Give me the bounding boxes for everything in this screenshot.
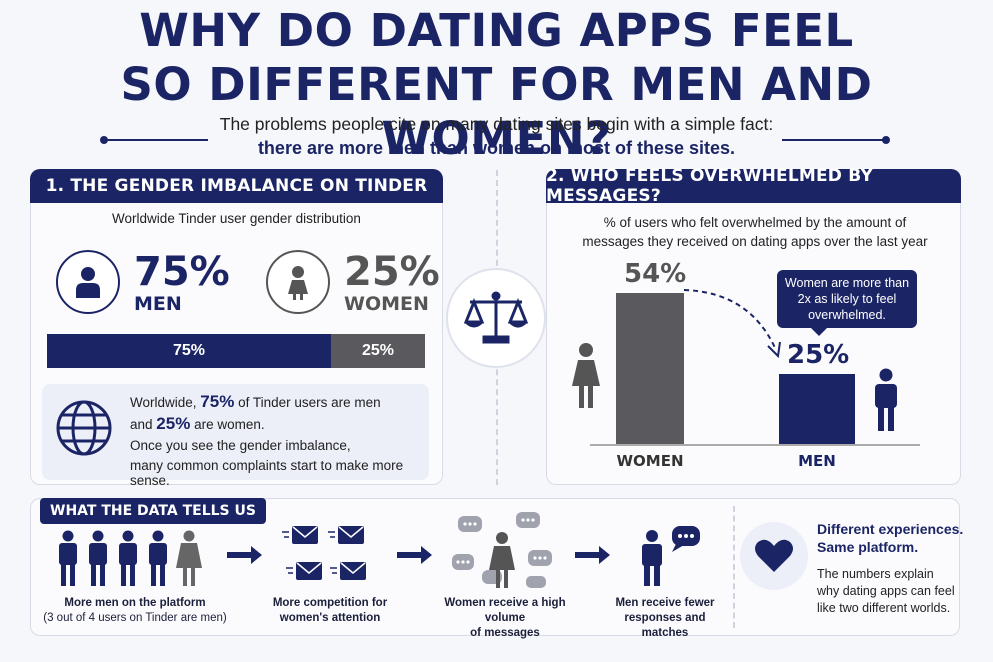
subtitle-line-1: The problems people cite on many dating …	[219, 114, 774, 134]
dashed-arrow-icon	[683, 289, 781, 359]
balance-scale-icon	[446, 268, 546, 368]
page-title-line-2: SO DIFFERENT FOR MEN AND WOMEN?	[120, 58, 873, 165]
gender-share-bar: 75% 25%	[47, 334, 425, 368]
section-3-header: WHAT THE DATA TELLS US	[40, 498, 266, 524]
man-figure-icon	[871, 368, 901, 437]
women-label: WOMEN	[344, 293, 429, 315]
men-axis-label: MEN	[798, 452, 836, 470]
men-share-segment: 75%	[47, 334, 331, 368]
woman-figure-icon	[570, 342, 602, 415]
women-percent: 25%	[344, 249, 440, 295]
man-icon	[56, 250, 120, 314]
man-message-icon	[642, 526, 700, 586]
info-line-3: Once you see the gender imbalance,	[130, 438, 351, 453]
conclusion-text: The numbers explain why dating apps can …	[817, 567, 955, 615]
step-2-caption: More competition for women's attention	[272, 597, 388, 624]
heart-icon	[740, 522, 808, 590]
info-line-2: and 25% are women.	[130, 414, 265, 433]
panel-3-divider	[733, 506, 735, 628]
chart-baseline	[590, 444, 920, 446]
arrow-right-icon	[227, 546, 262, 564]
envelopes-icon	[282, 526, 366, 580]
men-label: MEN	[134, 293, 182, 315]
decorative-divider-left	[100, 136, 208, 144]
chart-caption: % of users who felt overwhelmed by the a…	[582, 215, 928, 249]
page-title-line-1: WHY DO DATING APPS FEEL	[139, 4, 854, 57]
men-percent: 75%	[134, 249, 230, 295]
section-2-header: 2. WHO FEELS OVERWHELMED BY MESSAGES?	[546, 166, 961, 206]
info-line-1: Worldwide, 75% of Tinder users are men	[130, 392, 381, 411]
men-overwhelmed-bar	[779, 374, 855, 444]
step-1-caption: More men on the platform (3 out of 4 use…	[43, 597, 227, 624]
men-value-label: 25%	[787, 340, 850, 370]
step-4-caption: Men receive fewer responses and matches	[615, 597, 715, 639]
women-share-segment: 25%	[331, 334, 425, 368]
arrow-right-icon	[397, 546, 432, 564]
woman-icon	[266, 250, 330, 314]
women-axis-label: WOMEN	[616, 452, 684, 470]
gender-caption: Worldwide Tinder user gender distributio…	[112, 211, 361, 226]
people-group-icon	[59, 530, 202, 586]
info-line-4: many common complaints start to make mor…	[130, 458, 404, 488]
women-overwhelmed-bar	[616, 293, 684, 444]
conclusion-heading: Different experiences. Same platform.	[817, 521, 964, 555]
callout-box: Women are more than 2x as likely to feel…	[777, 270, 917, 336]
arrow-right-icon	[575, 546, 610, 564]
section-1-header: 1. THE GENDER IMBALANCE ON TINDER	[30, 169, 443, 203]
decorative-divider-right	[782, 136, 890, 144]
globe-icon	[54, 398, 114, 463]
info-box: Worldwide, 75% of Tinder users are men a…	[42, 384, 429, 488]
women-value-label: 54%	[624, 259, 687, 289]
step-3-caption: Women receive a high volume of messages	[444, 597, 566, 639]
woman-messages-icon	[452, 512, 552, 588]
subtitle-line-2: there are more men than women on most of…	[257, 138, 736, 158]
